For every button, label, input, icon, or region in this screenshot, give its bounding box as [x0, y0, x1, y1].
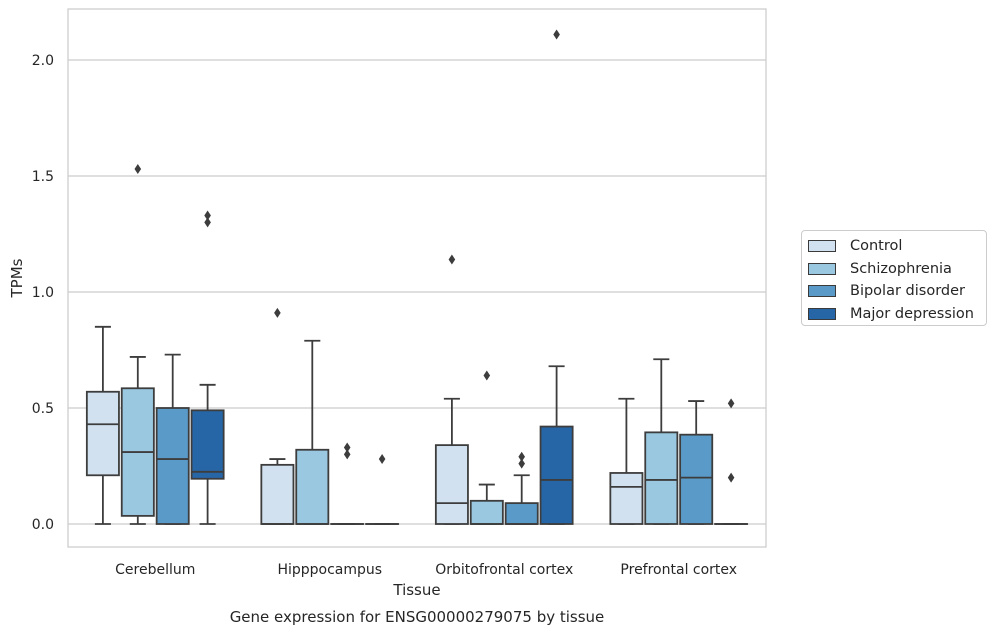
box-iqr	[190, 409, 225, 480]
x-tick-label: Hipppocampus	[277, 562, 382, 578]
legend-label: Schizophrenia	[850, 260, 952, 277]
box-schizophrenia-3	[644, 358, 679, 525]
legend-swatch	[808, 285, 836, 298]
legend-label: Control	[850, 238, 903, 255]
box-schizophrenia-1	[295, 339, 330, 525]
box-bipolar-disorder-2	[504, 451, 539, 525]
y-tick-label: 1.0	[32, 285, 54, 301]
x-tick-label: Prefrontal cortex	[620, 562, 737, 578]
outlier-point	[518, 451, 525, 462]
legend-swatch	[808, 240, 836, 253]
legend-label: Bipolar disorder	[850, 283, 965, 300]
box-bipolar-disorder-3	[679, 400, 714, 525]
box-iqr	[155, 407, 190, 525]
legend-label: Major depression	[850, 305, 974, 322]
box-iqr	[295, 448, 330, 525]
box-major-depression-3	[714, 398, 749, 525]
box-iqr	[679, 433, 714, 525]
box-iqr	[539, 425, 574, 525]
plot-area-frame	[67, 8, 767, 548]
outlier-point	[553, 29, 560, 40]
box-major-depression-0	[190, 210, 225, 525]
legend: Control Schizophrenia Bipolar disorder Majo…	[801, 230, 987, 326]
x-tick-label: Orbitofrontal cortex	[435, 562, 573, 578]
outlier-point	[343, 442, 351, 453]
outlier-point	[483, 370, 491, 381]
outlier-point	[448, 254, 456, 265]
box-major-depression-1	[365, 454, 400, 525]
box-iqr	[469, 499, 504, 525]
y-tick-labels: 0.0 0.5 1.0 1.5 2.0	[32, 53, 54, 533]
outlier-point	[343, 449, 351, 460]
box-iqr	[609, 472, 644, 525]
y-tick-label: 1.5	[32, 169, 54, 185]
legend-swatch	[808, 262, 836, 275]
legend-swatch	[808, 307, 836, 320]
y-tick-label: 0.5	[32, 401, 54, 417]
box-control-0	[85, 325, 120, 525]
outlier-point	[727, 472, 735, 483]
box-iqr	[644, 431, 679, 525]
legend-item: Control	[808, 235, 980, 258]
x-axis-title: Tissue	[392, 581, 440, 599]
outlier-point	[204, 217, 211, 228]
y-tick-label: 0.0	[32, 517, 54, 533]
box-control-1	[260, 307, 295, 525]
box-control-3	[609, 397, 644, 525]
legend-item: Schizophrenia	[808, 258, 980, 281]
boxplot-marks	[85, 29, 749, 525]
x-tick-label: Cerebellum	[115, 562, 195, 578]
legend-item: Bipolar disorder	[808, 280, 980, 303]
legend-item: Major depression	[808, 303, 980, 326]
box-control-2	[434, 254, 469, 525]
outlier-point	[204, 210, 211, 221]
box-iqr	[260, 463, 295, 525]
box-iqr	[504, 502, 539, 525]
outlier-point	[518, 458, 525, 469]
box-bipolar-disorder-1	[330, 442, 365, 525]
outlier-point	[378, 454, 386, 465]
outlier-point	[727, 398, 735, 409]
y-tick-label: 2.0	[32, 53, 54, 69]
outlier-point	[274, 307, 281, 318]
box-major-depression-2	[539, 29, 574, 525]
box-schizophrenia-0	[120, 164, 155, 525]
box-bipolar-disorder-0	[155, 353, 190, 525]
box-iqr	[434, 444, 469, 525]
x-tick-labels: Cerebellum Hipppocampus Orbitofrontal cort…	[115, 562, 737, 578]
box-schizophrenia-2	[469, 370, 504, 525]
box-iqr	[85, 390, 120, 477]
outlier-point	[134, 164, 142, 175]
y-axis-title: TPMs	[8, 258, 26, 298]
chart-caption: Gene expression for ENSG00000279075 by t…	[230, 608, 605, 626]
